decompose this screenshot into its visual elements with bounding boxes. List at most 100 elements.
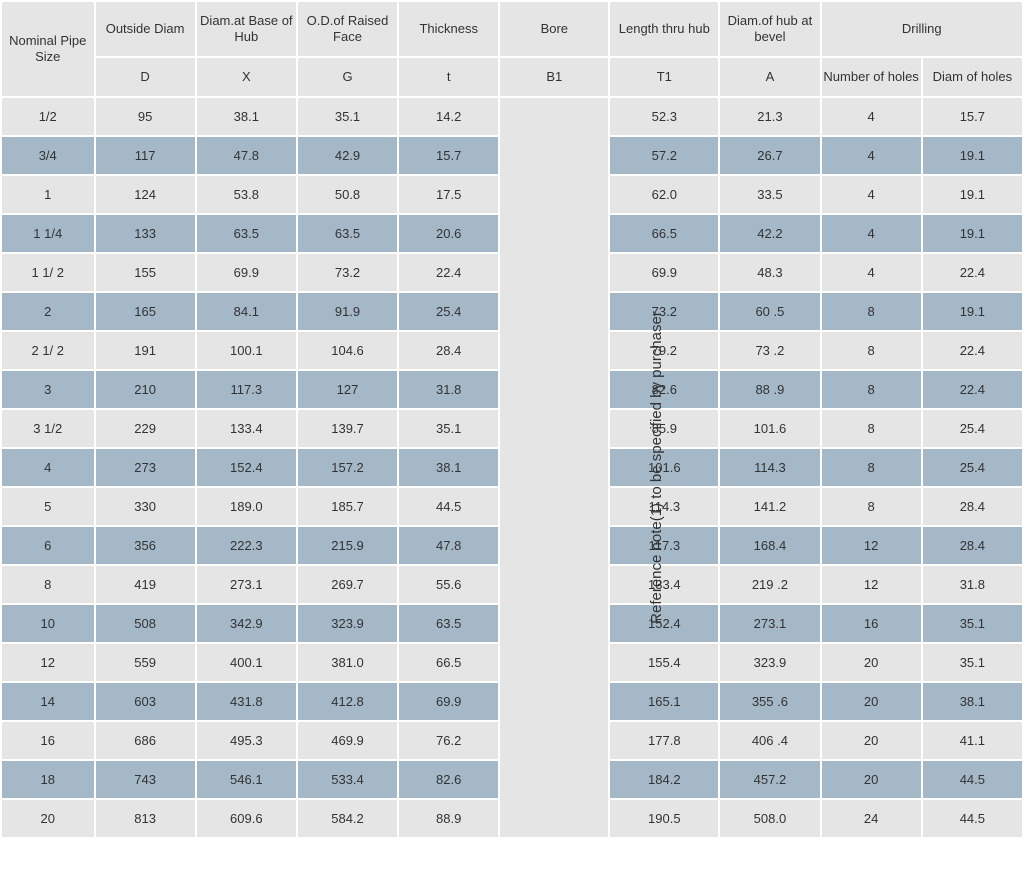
cell-holes: 4 bbox=[821, 136, 922, 175]
cell-X: 47.8 bbox=[196, 136, 297, 175]
cell-G: 91.9 bbox=[297, 292, 398, 331]
col-thickness: Thickness bbox=[398, 1, 499, 57]
cell-t: 15.7 bbox=[398, 136, 499, 175]
col-drilling: Drilling bbox=[821, 1, 1023, 57]
col-num-holes: Number of holes bbox=[821, 57, 922, 97]
cell-X: 69.9 bbox=[196, 253, 297, 292]
flange-spec-table: Nominal Pipe Size Outside Diam Diam.at B… bbox=[0, 0, 1024, 839]
cell-X: 84.1 bbox=[196, 292, 297, 331]
cell-T1: 177.8 bbox=[609, 721, 719, 760]
cell-hdiam: 22.4 bbox=[922, 370, 1023, 409]
cell-nominal: 4 bbox=[1, 448, 95, 487]
cell-D: 165 bbox=[95, 292, 196, 331]
cell-X: 100.1 bbox=[196, 331, 297, 370]
cell-nominal: 14 bbox=[1, 682, 95, 721]
cell-T1: 66.5 bbox=[609, 214, 719, 253]
cell-D: 124 bbox=[95, 175, 196, 214]
cell-G: 269.7 bbox=[297, 565, 398, 604]
cell-nominal: 8 bbox=[1, 565, 95, 604]
cell-nominal: 3 bbox=[1, 370, 95, 409]
cell-holes: 8 bbox=[821, 448, 922, 487]
cell-holes: 8 bbox=[821, 370, 922, 409]
cell-D: 273 bbox=[95, 448, 196, 487]
cell-holes: 20 bbox=[821, 760, 922, 799]
col-G: G bbox=[297, 57, 398, 97]
cell-holes: 20 bbox=[821, 721, 922, 760]
cell-D: 95 bbox=[95, 97, 196, 136]
bore-note-cell: Reference note(1) to be specified by pur… bbox=[499, 97, 609, 838]
col-D: D bbox=[95, 57, 196, 97]
cell-A: 355 .6 bbox=[719, 682, 820, 721]
bore-note-text: Reference note(1) to be specified by pur… bbox=[648, 311, 665, 624]
cell-nominal: 1 1/ 2 bbox=[1, 253, 95, 292]
col-A: A bbox=[719, 57, 820, 97]
cell-A: 508.0 bbox=[719, 799, 820, 838]
cell-A: 21.3 bbox=[719, 97, 820, 136]
cell-hdiam: 35.1 bbox=[922, 604, 1023, 643]
cell-D: 229 bbox=[95, 409, 196, 448]
cell-T1: 52.3 bbox=[609, 97, 719, 136]
cell-X: 189.0 bbox=[196, 487, 297, 526]
col-t: t bbox=[398, 57, 499, 97]
cell-hdiam: 35.1 bbox=[922, 643, 1023, 682]
cell-nominal: 1 bbox=[1, 175, 95, 214]
cell-nominal: 1/2 bbox=[1, 97, 95, 136]
cell-hdiam: 19.1 bbox=[922, 136, 1023, 175]
cell-hdiam: 38.1 bbox=[922, 682, 1023, 721]
cell-hdiam: 44.5 bbox=[922, 760, 1023, 799]
cell-G: 63.5 bbox=[297, 214, 398, 253]
cell-nominal: 10 bbox=[1, 604, 95, 643]
cell-holes: 4 bbox=[821, 175, 922, 214]
cell-hdiam: 31.8 bbox=[922, 565, 1023, 604]
cell-G: 42.9 bbox=[297, 136, 398, 175]
cell-t: 22.4 bbox=[398, 253, 499, 292]
cell-nominal: 2 1/ 2 bbox=[1, 331, 95, 370]
cell-A: 88 .9 bbox=[719, 370, 820, 409]
cell-T1: 155.4 bbox=[609, 643, 719, 682]
cell-D: 356 bbox=[95, 526, 196, 565]
col-bore: Bore bbox=[499, 1, 609, 57]
cell-X: 38.1 bbox=[196, 97, 297, 136]
cell-A: 323.9 bbox=[719, 643, 820, 682]
cell-nominal: 18 bbox=[1, 760, 95, 799]
cell-t: 76.2 bbox=[398, 721, 499, 760]
col-B1: B1 bbox=[499, 57, 609, 97]
cell-A: 406 .4 bbox=[719, 721, 820, 760]
cell-hdiam: 41.1 bbox=[922, 721, 1023, 760]
cell-D: 117 bbox=[95, 136, 196, 175]
cell-D: 603 bbox=[95, 682, 196, 721]
cell-A: 141.2 bbox=[719, 487, 820, 526]
cell-T1: 165.1 bbox=[609, 682, 719, 721]
cell-A: 48.3 bbox=[719, 253, 820, 292]
cell-nominal: 1 1/4 bbox=[1, 214, 95, 253]
cell-t: 63.5 bbox=[398, 604, 499, 643]
cell-A: 33.5 bbox=[719, 175, 820, 214]
cell-G: 381.0 bbox=[297, 643, 398, 682]
col-diam-base-hub: Diam.at Base of Hub bbox=[196, 1, 297, 57]
cell-D: 686 bbox=[95, 721, 196, 760]
cell-t: 69.9 bbox=[398, 682, 499, 721]
cell-t: 55.6 bbox=[398, 565, 499, 604]
cell-holes: 4 bbox=[821, 97, 922, 136]
cell-X: 133.4 bbox=[196, 409, 297, 448]
cell-t: 38.1 bbox=[398, 448, 499, 487]
cell-G: 157.2 bbox=[297, 448, 398, 487]
cell-t: 47.8 bbox=[398, 526, 499, 565]
cell-G: 215.9 bbox=[297, 526, 398, 565]
cell-D: 330 bbox=[95, 487, 196, 526]
cell-D: 743 bbox=[95, 760, 196, 799]
cell-T1: 57.2 bbox=[609, 136, 719, 175]
cell-t: 25.4 bbox=[398, 292, 499, 331]
cell-D: 559 bbox=[95, 643, 196, 682]
cell-G: 533.4 bbox=[297, 760, 398, 799]
cell-t: 28.4 bbox=[398, 331, 499, 370]
cell-G: 73.2 bbox=[297, 253, 398, 292]
cell-holes: 20 bbox=[821, 682, 922, 721]
cell-A: 114.3 bbox=[719, 448, 820, 487]
cell-t: 66.5 bbox=[398, 643, 499, 682]
cell-G: 35.1 bbox=[297, 97, 398, 136]
col-od-raised-face: O.D.of Raised Face bbox=[297, 1, 398, 57]
cell-T1: 69.9 bbox=[609, 253, 719, 292]
cell-t: 82.6 bbox=[398, 760, 499, 799]
cell-A: 101.6 bbox=[719, 409, 820, 448]
